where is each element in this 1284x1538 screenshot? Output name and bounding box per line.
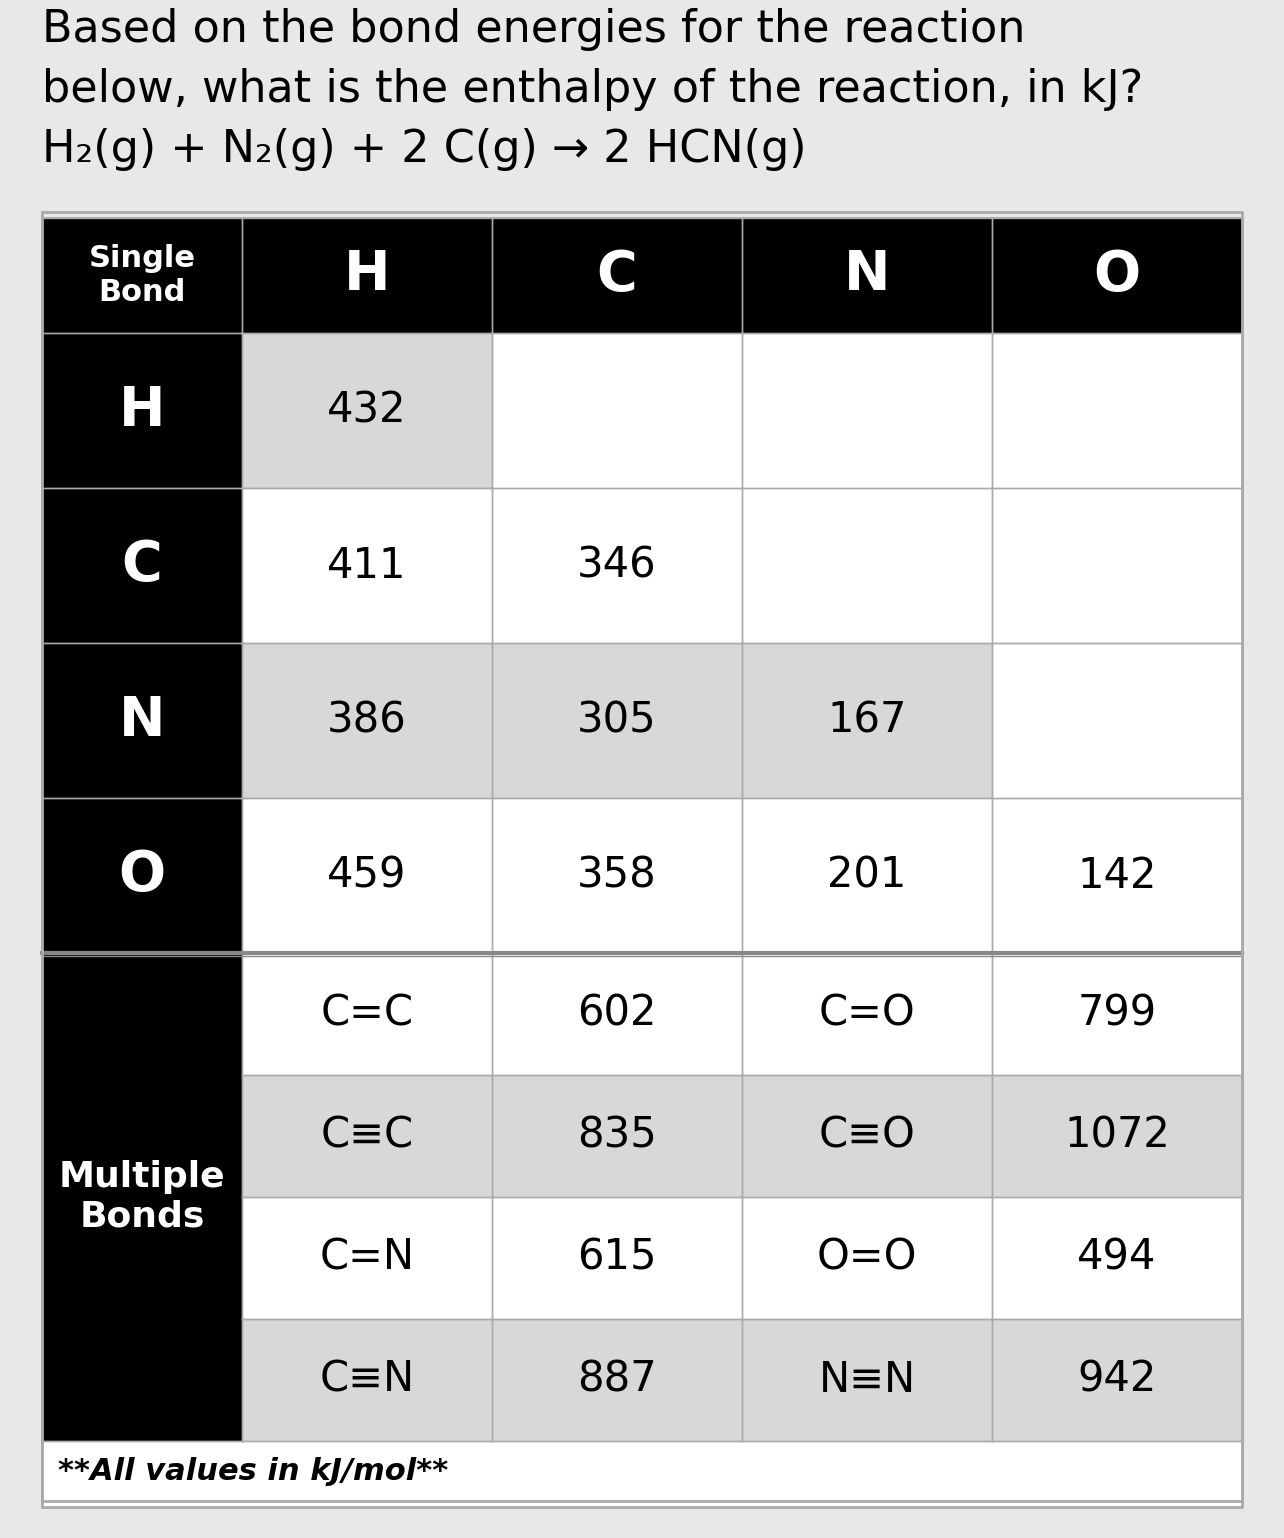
Bar [42,488,241,643]
Text: Based on the bond energies for the reaction: Based on the bond energies for the react… [42,8,1026,51]
Text: C=N: C=N [320,1237,415,1280]
Text: 358: 358 [577,855,657,897]
Bar [492,1320,742,1441]
Bar [492,488,742,643]
Bar [492,798,742,954]
Bar [742,1320,993,1441]
Text: 615: 615 [578,1237,656,1280]
Text: C=C: C=C [321,994,413,1035]
Bar [492,643,742,798]
Bar [993,488,1242,643]
Bar [42,334,241,488]
Bar [993,334,1242,488]
Text: 799: 799 [1077,994,1157,1035]
Text: below, what is the enthalpy of the reaction, in kJ?: below, what is the enthalpy of the react… [42,68,1143,111]
Bar [241,643,492,798]
Text: N≡N: N≡N [818,1360,915,1401]
Bar [742,1075,993,1197]
Text: 1072: 1072 [1064,1115,1170,1157]
Text: H: H [344,249,390,303]
Bar [492,1197,742,1320]
Text: 602: 602 [578,994,656,1035]
Text: Multiple
Bonds: Multiple Bonds [59,1160,225,1233]
Text: N: N [844,249,890,303]
Text: C≡N: C≡N [320,1360,415,1401]
Bar [241,488,492,643]
Bar [742,334,993,488]
Text: 167: 167 [827,700,907,741]
Bar [42,1441,1242,1501]
Bar [742,643,993,798]
Text: 411: 411 [327,544,407,586]
Text: O: O [118,849,166,903]
Text: 142: 142 [1077,855,1157,897]
Bar [492,218,742,334]
Bar [993,1197,1242,1320]
Bar [241,1320,492,1441]
Bar [993,643,1242,798]
Text: 887: 887 [578,1360,657,1401]
Text: C≡O: C≡O [819,1115,915,1157]
Bar [42,643,241,798]
Bar [241,798,492,954]
Text: 432: 432 [327,389,407,432]
Text: 305: 305 [578,700,657,741]
Text: 494: 494 [1077,1237,1157,1280]
Text: O: O [1094,249,1140,303]
Text: C: C [122,538,162,592]
Bar [742,488,993,643]
Bar [742,1197,993,1320]
Bar [241,1075,492,1197]
Bar [492,334,742,488]
Text: Single
Bond: Single Bond [89,245,195,306]
Bar [241,1197,492,1320]
Text: O=O: O=O [817,1237,917,1280]
Bar [742,798,993,954]
Bar [993,1075,1242,1197]
Bar [241,218,492,334]
Text: 942: 942 [1077,1360,1157,1401]
Bar [42,954,241,1441]
Text: 459: 459 [327,855,407,897]
Text: 201: 201 [827,855,907,897]
Bar [241,954,492,1075]
Bar [742,218,993,334]
Text: 835: 835 [577,1115,657,1157]
Bar [42,798,241,954]
Text: 386: 386 [327,700,407,741]
Text: C≡C: C≡C [321,1115,413,1157]
Bar [742,954,993,1075]
Bar [42,218,1242,1507]
Bar [42,218,241,334]
Bar [42,212,1242,1501]
Text: H: H [118,383,166,437]
Bar [241,334,492,488]
Text: N: N [118,694,166,747]
Text: C: C [597,249,637,303]
Bar [993,798,1242,954]
Text: 346: 346 [578,544,657,586]
Text: C=O: C=O [819,994,915,1035]
Bar [993,954,1242,1075]
Bar [492,1075,742,1197]
Bar [993,218,1242,334]
Text: H₂(g) + N₂(g) + 2 C(g) → 2 HCN(g): H₂(g) + N₂(g) + 2 C(g) → 2 HCN(g) [42,128,806,171]
Text: **All values in kJ/mol**: **All values in kJ/mol** [58,1456,448,1486]
Bar [993,1320,1242,1441]
Bar [492,954,742,1075]
